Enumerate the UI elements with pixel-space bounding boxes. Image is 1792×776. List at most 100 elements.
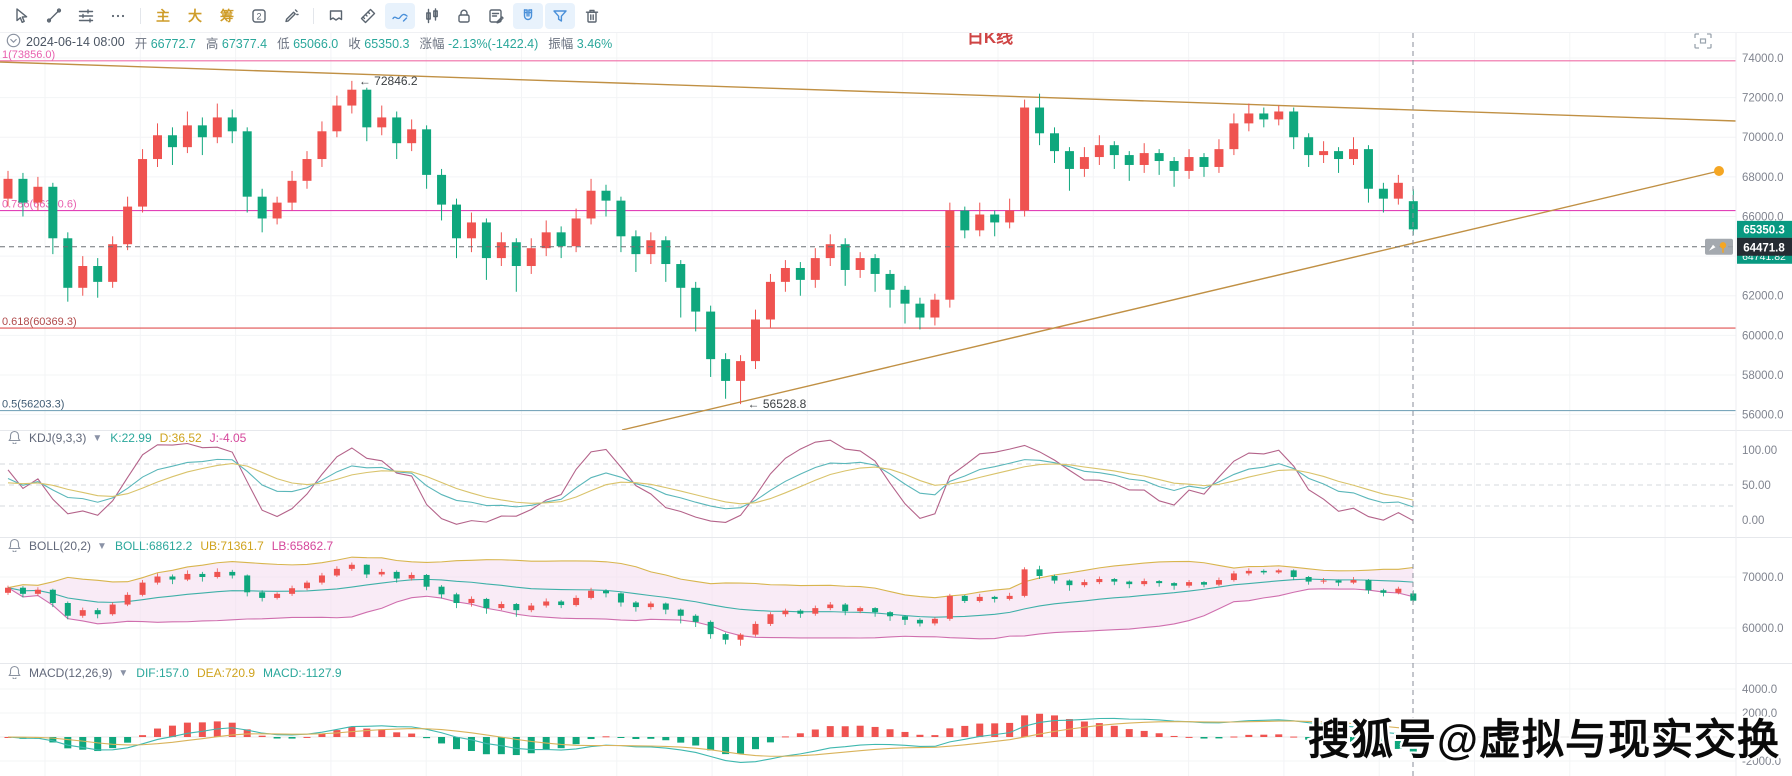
kdj-indicator-header: KDJ(9,3,3) ▼ K:22.99 D:36.52 J:-4.05 [8,429,246,447]
main-candlestick-series [3,80,1418,405]
lock-icon[interactable] [449,3,479,29]
note-edit-icon[interactable] [481,3,511,29]
macd-label[interactable]: MACD(12,26,9) [29,666,113,680]
toolbar-divider [313,8,314,24]
svg-text:1(73856.0): 1(73856.0) [2,49,55,61]
bar-datetime: 2024-06-14 08:00 [26,35,125,49]
gridlines [0,33,1736,776]
svg-text:100.00: 100.00 [1742,445,1777,457]
low-value: 65066.0 [293,36,339,51]
ohlc-info-bar: 2024-06-14 08:00 开 66772.7 高 67377.4 低 6… [6,33,622,51]
change-value: -2.13%(-1422.4) [447,36,539,51]
price-axis: 74000.072000.070000.068000.066000.064000… [1742,53,1784,768]
toolbar-divider [140,8,141,24]
close-value: 65350.3 [364,36,410,51]
cursor-icon[interactable] [7,3,37,29]
magnet-icon[interactable] [513,3,543,29]
chevron-down-icon[interactable]: ▼ [92,432,103,444]
boll-indicator-header: BOLL(20,2) ▼ BOLL:68612.2 UB:71361.7 LB:… [8,537,333,555]
tool-chou[interactable]: 筹 [220,8,234,24]
macd-indicator-header: MACD(12,26,9) ▼ DIF:157.0 DEA:720.9 MACD… [8,664,342,682]
svg-text:60000.0: 60000.0 [1742,623,1784,635]
svg-text:0.0: 0.0 [1742,732,1758,744]
macd-dif-value: DIF:157.0 [136,666,189,680]
boll-lb-value: LB:65862.7 [271,539,334,553]
amplitude-value: 3.46% [576,36,613,51]
open-value: 66772.7 [150,36,196,51]
chevron-down-icon[interactable]: ▼ [97,540,107,552]
kdj-pane [0,439,1736,525]
tool-zhu[interactable]: 主 [156,8,170,24]
boll-pane [5,556,1417,646]
replay-2-icon[interactable]: 2 [244,3,274,29]
kdj-label[interactable]: KDJ(9,3,3) [29,431,87,445]
price-annotations: ← 72846.2 ← 56528.8 [359,74,807,411]
boll-ub-value: UB:71361.7 [200,539,264,553]
crosshair-price-badge [1737,237,1792,256]
boll-label[interactable]: BOLL(20,2) [29,539,92,553]
svg-text:58000.0: 58000.0 [1742,370,1784,382]
history-clock-icon[interactable] [6,33,21,51]
svg-text:70000.0: 70000.0 [1742,132,1784,144]
svg-text:65350.3: 65350.3 [1743,224,1785,236]
last-price-badge [1737,220,1792,238]
svg-text:50.00: 50.00 [1742,480,1771,492]
alert-bell-icon[interactable] [8,665,21,682]
drawing-toolbar: 主 大 筹 2 [0,0,1792,33]
svg-text:62000.0: 62000.0 [1742,291,1784,303]
low-label: 低 [277,36,290,51]
open-label: 开 [134,36,148,51]
crosshair [0,33,1736,776]
alert-bell-icon[interactable] [8,538,21,555]
svg-text:0.00: 0.00 [1742,515,1764,527]
trash-icon[interactable] [577,3,607,29]
kdj-d-value: D:36.52 [159,431,202,445]
kdj-k-value: K:22.99 [110,431,152,445]
pattern-rect-icon[interactable] [321,3,351,29]
svg-text:0.618(60369.3): 0.618(60369.3) [2,316,77,328]
svg-text:60000.0: 60000.0 [1742,330,1784,342]
svg-text:2: 2 [256,12,261,22]
brush-icon[interactable] [276,3,306,29]
change-label: 涨幅 [419,36,445,51]
trendline-icon[interactable] [39,3,69,29]
svg-text:2000.0: 2000.0 [1742,708,1777,720]
screenshot-icon[interactable] [1694,33,1712,54]
svg-text:64471.8: 64471.8 [1743,242,1785,254]
trendlines [0,61,1737,431]
svg-text:-2000.0: -2000.0 [1742,756,1781,768]
watermark-text: 搜狐号@虚拟与现实交换 [1308,716,1780,763]
kdj-j-value: J:-4.05 [209,431,247,445]
svg-text:← 72846.2: ← 72846.2 [359,74,418,88]
pane-separators [0,33,1792,776]
close-label: 收 [348,36,361,51]
funnel-icon[interactable] [545,3,575,29]
chevron-down-icon[interactable]: ▼ [118,667,129,679]
macd-dea-value: DEA:720.9 [196,666,256,680]
svg-text:72000.0: 72000.0 [1742,93,1784,105]
alert-bell-icon[interactable] [8,430,21,447]
tool-da[interactable]: 大 [188,8,202,24]
boll-mid-value: BOLL:68612.2 [114,539,193,553]
svg-text:68000.0: 68000.0 [1742,172,1784,184]
macd-pane [4,713,1417,764]
svg-text:← 56528.8: ← 56528.8 [748,397,807,411]
svg-text:70000.0: 70000.0 [1742,572,1784,584]
wave-pen-icon[interactable] [385,3,415,29]
candlestick-icon[interactable] [417,3,447,29]
svg-text:0.5(56203.3): 0.5(56203.3) [2,399,64,411]
svg-text:66000.0: 66000.0 [1742,211,1784,223]
sliders-icon[interactable] [71,3,101,29]
more-icon[interactable] [103,3,133,29]
amplitude-label: 振幅 [548,36,574,51]
svg-text:56000.0: 56000.0 [1742,410,1784,422]
high-label: 高 [205,36,219,51]
macd-hist-value: MACD:-1127.9 [263,666,342,680]
trendline-handle-dot[interactable] [1714,166,1724,176]
alert-pin-chip[interactable] [1705,238,1733,255]
ruler-icon[interactable] [353,3,383,29]
svg-text:74000.0: 74000.0 [1742,53,1784,65]
